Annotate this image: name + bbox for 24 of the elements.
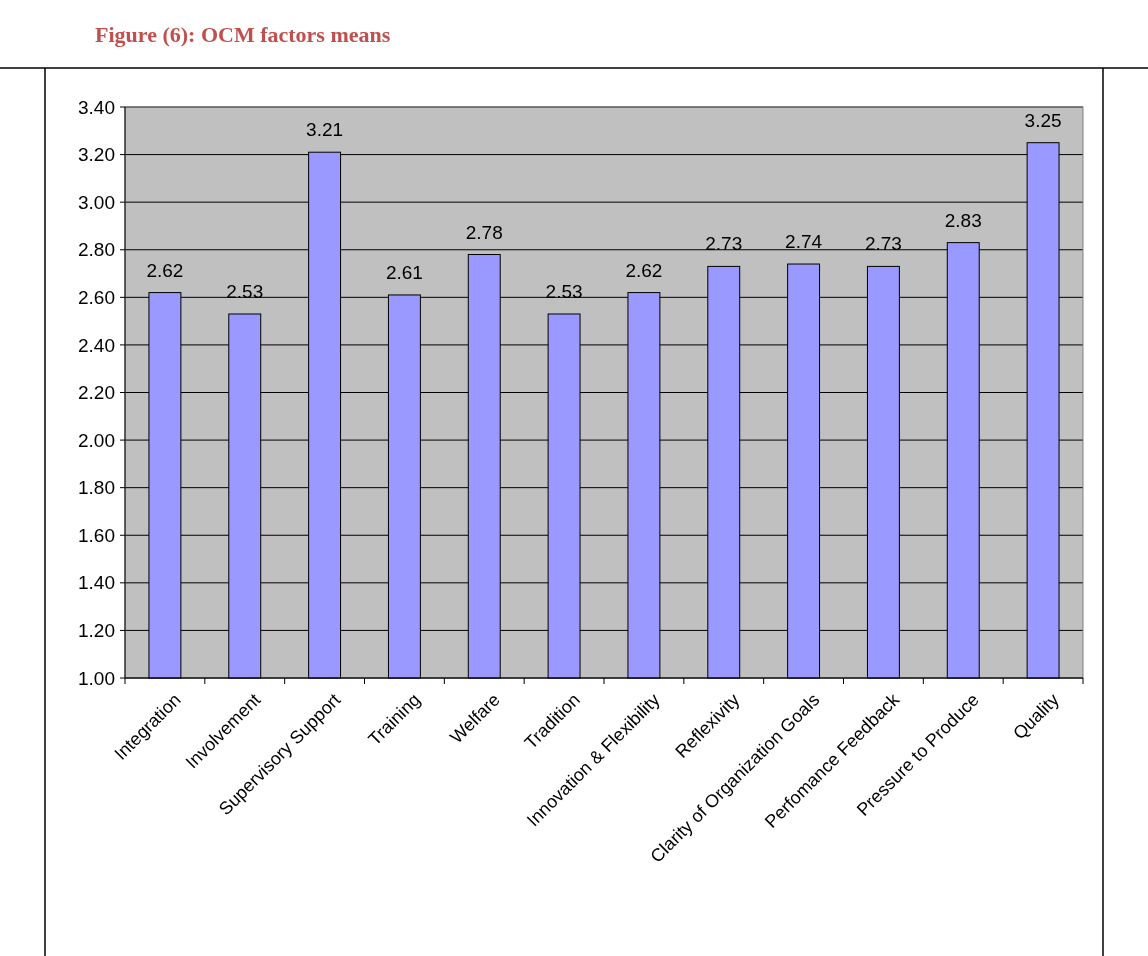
y-tick-label: 1.80 [78,477,115,499]
data-label: 3.21 [306,119,344,141]
data-label: 2.53 [226,280,264,302]
data-label: 2.61 [385,261,423,283]
y-tick-label: 1.00 [78,667,115,689]
y-tick-label: 2.40 [78,334,115,356]
data-label: 2.78 [465,221,503,243]
y-tick-label: 2.60 [78,286,115,308]
y-tick-label: 3.40 [78,96,115,118]
y-tick-label: 1.40 [78,572,115,594]
data-label: 2.62 [146,259,184,281]
y-tick-label: 3.00 [78,191,115,213]
y-tick-label: 2.80 [78,239,115,261]
y-tick-label: 1.20 [78,620,115,642]
y-tick-label: 2.00 [78,429,115,451]
data-label: 2.83 [944,209,982,231]
chart-title: Figure (6): OCM factors means [95,22,391,47]
y-tick-label: 3.20 [78,144,115,166]
y-tick-label: 1.60 [78,524,115,546]
data-label: 3.25 [1024,109,1062,131]
data-label: 2.62 [625,259,663,281]
data-label: 2.53 [545,280,583,302]
data-label: 2.74 [785,231,823,253]
y-tick-label: 2.20 [78,382,115,404]
